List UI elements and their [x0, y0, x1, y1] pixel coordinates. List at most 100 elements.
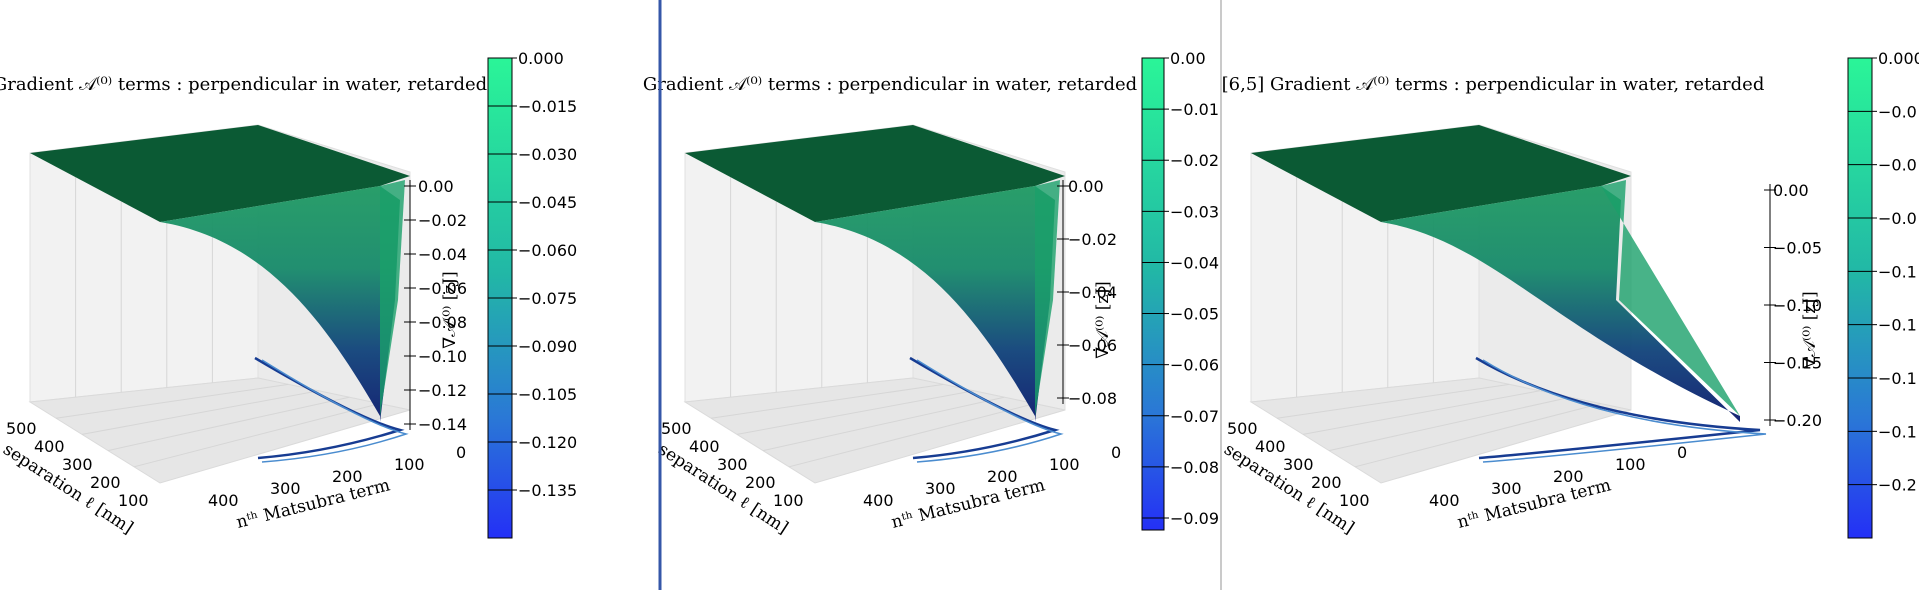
grid-line	[133, 403, 380, 468]
colorbar-tick-label: −0.0	[1878, 209, 1917, 228]
colorbar-tick-label: −0.02	[1170, 151, 1219, 170]
chart-title-prefix: [6,5]	[1222, 74, 1270, 95]
z-tick-label: −0.05	[1773, 239, 1822, 258]
colorbar-tick-label: 0.000	[1878, 49, 1919, 68]
grid-line	[55, 383, 289, 419]
grid-line	[710, 383, 944, 419]
y-axis-label: nᵗʰ Matsubra term	[1455, 475, 1613, 533]
colorbar-tick-label: −0.015	[518, 97, 577, 116]
grid-line	[1354, 403, 1601, 468]
x-tick-label: 500	[6, 419, 37, 438]
z-tick-label: −0.12	[418, 381, 467, 400]
chart-panel-3: 0.00−0.05−0.10−0.15−0.20∇𝒜⁽⁰⁾ [zJ]500400…	[1220, 49, 1919, 539]
floor-pane	[683, 377, 1066, 484]
chart-panel-1: 0.00 −0.02 −0.04 −0.06 −0.08 −0.10 −0.12 −0.14 ∇…	[0, 49, 577, 539]
z-tick-label: −0.08	[1068, 389, 1117, 408]
y-tick-label: 400	[1429, 491, 1460, 510]
y-tick-label: 100	[1049, 455, 1080, 474]
colorbar-tick-label: −0.1	[1878, 262, 1917, 281]
colorbar-tick-label: −0.135	[518, 481, 577, 500]
x-tick-label: 200	[745, 473, 776, 492]
z-tick-label: −0.04	[418, 245, 467, 264]
chart-title: [6,5] Gradient 𝒜⁽⁰⁾ terms : perpendicula…	[1222, 74, 1765, 95]
colorbar-tick-label: −0.060	[518, 241, 577, 260]
x-tick-label: 400	[689, 437, 720, 456]
x-tick-label: 300	[717, 455, 748, 474]
grid-line	[1276, 383, 1510, 419]
z-tick-label: −0.02	[418, 211, 467, 230]
y-tick-label: 0	[456, 443, 466, 462]
z-axis-label: ∇𝒜⁽⁰⁾ [zJ]	[1093, 281, 1113, 359]
y-tick-label: 0	[1111, 443, 1121, 462]
colorbar-tick-label: −0.0	[1878, 156, 1917, 175]
x-tick-label: 400	[1255, 437, 1286, 456]
colorbar	[1847, 57, 1873, 539]
chart-panel-2: 0.00−0.02−0.04−0.06−0.08∇𝒜⁽⁰⁾ [zJ]500400…	[643, 49, 1219, 538]
colorbar-tick-label: −0.08	[1170, 458, 1219, 477]
colorbar-tick-label: −0.06	[1170, 356, 1219, 375]
y-tick-label: 400	[208, 491, 239, 510]
y-axis-label: nᵗʰ Matsubra term	[889, 475, 1047, 533]
grid-line	[788, 403, 1035, 468]
z-tick-label: −0.06	[418, 279, 467, 298]
y-tick-label: 400	[863, 491, 894, 510]
surface-trough	[815, 186, 1055, 422]
x-tick-label: 200	[90, 473, 121, 492]
chart-title-text: Gradient 𝒜⁽⁰⁾ terms : perpendicular in w…	[643, 74, 1137, 95]
grid-line	[762, 396, 1005, 452]
x-tick-label: 400	[34, 437, 65, 456]
colorbar-tick-label: −0.1	[1878, 316, 1917, 335]
chart-title: Gradient 𝒜⁽⁰⁾ terms : perpendicular in w…	[643, 74, 1137, 95]
chart-title-text: Gradient 𝒜⁽⁰⁾ terms : perpendicular in w…	[0, 74, 487, 95]
surface-plateau	[30, 125, 410, 222]
x-tick-label: 300	[62, 455, 93, 474]
grid-line	[736, 390, 974, 435]
y-tick-label: 200	[1553, 467, 1584, 486]
grid-line	[107, 396, 350, 452]
chart-title: Gradient 𝒜⁽⁰⁾ terms : perpendicular in w…	[0, 74, 487, 95]
z-axis-label: ∇𝒜⁽⁰⁾ [zJ]	[440, 271, 460, 349]
y-tick-label: 300	[1491, 479, 1522, 498]
x-tick-label: 100	[773, 491, 804, 510]
surface-ridge	[1035, 180, 1060, 416]
colorbar-tick-label: −0.075	[518, 289, 577, 308]
colorbar-tick-label: −0.04	[1170, 253, 1219, 272]
z-tick-label: −0.04	[1068, 283, 1117, 302]
z-tick-label: 0.00	[1068, 177, 1104, 196]
x-tick-label: 100	[1339, 491, 1370, 510]
z-tick-label: −0.02	[1068, 230, 1117, 249]
chart-title-text: Gradient 𝒜⁽⁰⁾ terms : perpendicular in w…	[1270, 74, 1764, 95]
y-tick-label: 200	[987, 467, 1018, 486]
z-tick-label: −0.20	[1773, 411, 1822, 430]
colorbar-tick-label: −0.03	[1170, 202, 1219, 221]
surface-plateau	[1251, 125, 1631, 222]
colorbar-tick-label: −0.1	[1878, 422, 1917, 441]
floor-pane	[1249, 377, 1632, 484]
grid-line	[1328, 396, 1571, 452]
floor-contour	[916, 359, 1064, 463]
colorbar-tick-label: −0.09	[1170, 509, 1219, 528]
surface-ridge	[1601, 180, 1740, 416]
x-tick-label: 100	[118, 491, 149, 510]
y-tick-label: 200	[332, 467, 363, 486]
floor-contour	[261, 359, 409, 463]
y-axis-label: nᵗʰ Matsubra term	[234, 475, 392, 533]
colorbar-tick-label: −0.2	[1878, 476, 1917, 495]
colorbar-tick-label: −0.01	[1170, 100, 1219, 119]
z-axis-label: ∇𝒜⁽⁰⁾ [zJ]	[1800, 291, 1820, 369]
x-tick-label: 200	[1311, 473, 1342, 492]
x-tick-label: 500	[661, 419, 692, 438]
y-tick-label: 100	[394, 455, 425, 474]
grid-line	[81, 390, 319, 435]
colorbar-tick-label: −0.105	[518, 385, 577, 404]
colorbar-tick-label: −0.07	[1170, 407, 1219, 426]
colorbar-tick-label: 0.00	[1170, 49, 1206, 68]
surface-trough	[160, 186, 400, 422]
y-tick-label: 0	[1677, 443, 1687, 462]
floor-contour	[1482, 359, 1767, 463]
colorbar-tick-label: −0.1	[1878, 369, 1917, 388]
z-tick-label: −0.08	[418, 313, 467, 332]
z-tick-label: 0.00	[418, 177, 454, 196]
colorbar-tick-label: −0.090	[518, 337, 577, 356]
